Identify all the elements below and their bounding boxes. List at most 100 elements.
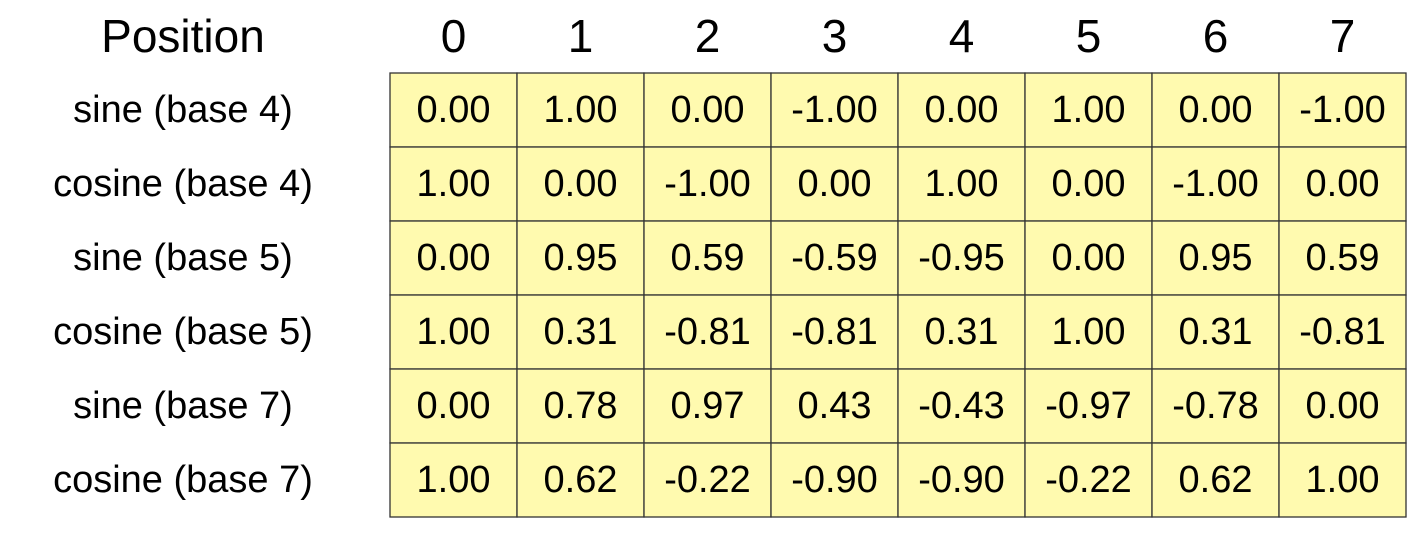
cell-value: -1.00 — [664, 163, 751, 205]
cell-value: 0.59 — [671, 237, 745, 279]
cell-box — [1024, 72, 1153, 148]
cell-box — [643, 72, 772, 148]
cell-box — [1278, 442, 1407, 518]
cell-box — [897, 442, 1026, 518]
cell-value: -0.95 — [918, 237, 1005, 279]
row-label: cosine (base 4) — [53, 163, 313, 205]
cell-box — [1278, 220, 1407, 296]
cell-value: -0.22 — [1045, 459, 1132, 501]
column-header: 5 — [1076, 10, 1102, 62]
cell-box — [1151, 442, 1280, 518]
cell-value: -1.00 — [1299, 89, 1386, 131]
cell-value: 0.00 — [544, 163, 618, 205]
cell-value: 0.31 — [544, 311, 618, 353]
cell-value: 0.00 — [1306, 163, 1380, 205]
column-header: 6 — [1203, 10, 1229, 62]
cell-value: -0.90 — [918, 459, 1005, 501]
cell-box — [516, 442, 645, 518]
cell-value: 0.00 — [925, 89, 999, 131]
cell-box — [897, 368, 1026, 444]
cell-box — [1278, 146, 1407, 222]
cell-value: 1.00 — [925, 163, 999, 205]
cell-box — [1151, 368, 1280, 444]
cell-box — [1278, 368, 1407, 444]
cell-box — [770, 368, 899, 444]
cell-box — [770, 294, 899, 370]
cell-box — [643, 294, 772, 370]
cell-value: -0.22 — [664, 459, 751, 501]
cell-box — [897, 220, 1026, 296]
cell-value: 0.00 — [671, 89, 745, 131]
cell-value: 0.31 — [1179, 311, 1253, 353]
cell-value: 0.62 — [1179, 459, 1253, 501]
cell-value: 0.00 — [1306, 385, 1380, 427]
cell-box — [770, 72, 899, 148]
cell-box — [516, 146, 645, 222]
cell-box — [516, 72, 645, 148]
cell-value: 0.95 — [1179, 237, 1253, 279]
cell-value: 0.95 — [544, 237, 618, 279]
cell-value: 1.00 — [417, 311, 491, 353]
cell-box — [897, 294, 1026, 370]
column-header: 3 — [822, 10, 848, 62]
cell-value: 0.78 — [544, 385, 618, 427]
row-label: sine (base 4) — [73, 89, 293, 131]
cell-value: -0.81 — [664, 311, 751, 353]
cell-value: 0.00 — [417, 385, 491, 427]
cell-value: 0.00 — [1179, 89, 1253, 131]
cell-box — [770, 220, 899, 296]
cell-box — [643, 220, 772, 296]
cell-box — [1151, 220, 1280, 296]
cell-value: 0.97 — [671, 385, 745, 427]
cell-box — [389, 294, 518, 370]
cell-value: 1.00 — [417, 163, 491, 205]
cell-value: -1.00 — [791, 89, 878, 131]
cell-box — [1024, 368, 1153, 444]
column-header: 0 — [441, 10, 467, 62]
cell-value: 1.00 — [1052, 89, 1126, 131]
column-header: 7 — [1330, 10, 1356, 62]
cell-value: 1.00 — [1306, 459, 1380, 501]
cell-value: -0.59 — [791, 237, 878, 279]
column-header: 2 — [695, 10, 721, 62]
cell-box — [643, 442, 772, 518]
row-label: cosine (base 7) — [53, 459, 313, 501]
cell-box — [1024, 442, 1153, 518]
cell-box — [770, 146, 899, 222]
cell-value: 0.62 — [544, 459, 618, 501]
cell-value: 0.00 — [798, 163, 872, 205]
cell-box — [643, 368, 772, 444]
cell-value: 0.43 — [798, 385, 872, 427]
cell-box — [1278, 72, 1407, 148]
cell-box — [389, 72, 518, 148]
cell-value: 1.00 — [544, 89, 618, 131]
cell-box — [516, 220, 645, 296]
row-label: sine (base 7) — [73, 385, 293, 427]
cell-box — [1024, 220, 1153, 296]
column-header: 4 — [949, 10, 975, 62]
cell-value: 0.00 — [1052, 237, 1126, 279]
cell-value: -1.00 — [1172, 163, 1259, 205]
cell-value: 0.00 — [417, 89, 491, 131]
cell-value: 0.00 — [1052, 163, 1126, 205]
cell-value: 1.00 — [1052, 311, 1126, 353]
header-title: Position — [101, 10, 265, 62]
cell-value: 0.31 — [925, 311, 999, 353]
cell-value: 0.00 — [417, 237, 491, 279]
column-header: 1 — [568, 10, 594, 62]
cell-value: 1.00 — [417, 459, 491, 501]
cell-box — [1151, 294, 1280, 370]
cell-value: -0.81 — [1299, 311, 1386, 353]
row-label: sine (base 5) — [73, 237, 293, 279]
row-label: cosine (base 5) — [53, 311, 313, 353]
cell-box — [1024, 146, 1153, 222]
cell-value: -0.97 — [1045, 385, 1132, 427]
cell-value: -0.78 — [1172, 385, 1259, 427]
cell-box — [389, 442, 518, 518]
cell-value: -0.43 — [918, 385, 1005, 427]
cell-value: 0.59 — [1306, 237, 1380, 279]
cell-value: -0.81 — [791, 311, 878, 353]
cell-value: -0.90 — [791, 459, 878, 501]
